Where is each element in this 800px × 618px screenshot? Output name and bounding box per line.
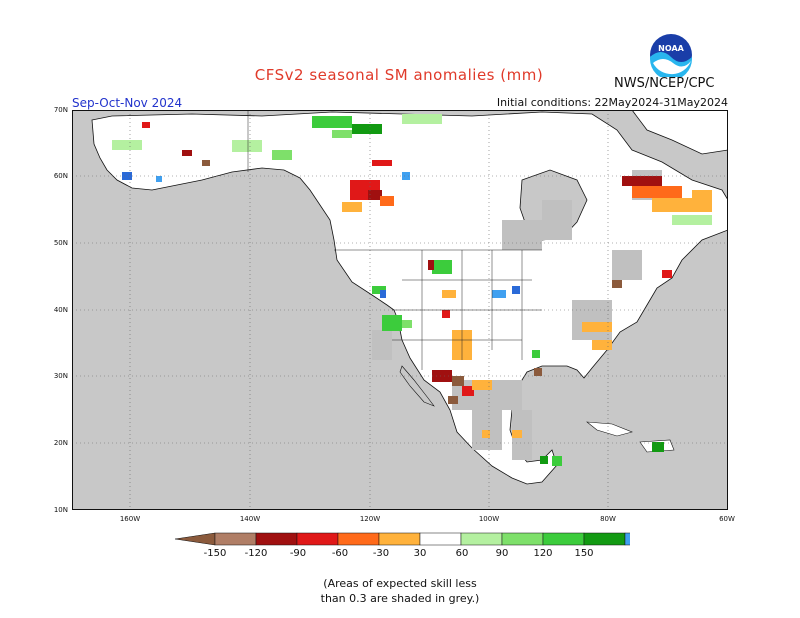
colorbar-swatch	[419, 532, 462, 546]
colorbar-label: 90	[495, 548, 509, 559]
lat-label: 40N	[53, 306, 68, 314]
colorbar-swatch	[296, 532, 339, 546]
season-label: Sep-Oct-Nov 2024	[72, 96, 183, 110]
colorbar-label: 30	[413, 548, 427, 559]
lat-label: 30N	[53, 372, 68, 380]
lat-label: 60N	[53, 172, 68, 180]
colorbar-swatch	[337, 532, 380, 546]
colorbar-label: -150	[203, 548, 227, 559]
colorbar-label: 150	[574, 548, 594, 559]
colorbar-arrow-left	[174, 532, 216, 546]
map-frame	[72, 110, 728, 510]
lon-label: 120W	[359, 515, 381, 523]
noaa-logo-icon: NOAA	[650, 34, 692, 77]
organization-label: NWS/NCEP/CPC	[614, 76, 715, 91]
logo-text: NOAA	[658, 44, 684, 53]
colorbar-label: 120	[533, 548, 553, 559]
anomaly-cells	[112, 114, 712, 466]
anomaly-map	[72, 110, 728, 510]
cuba-land	[586, 421, 633, 437]
colorbar-label: -30	[372, 548, 390, 559]
greenland-land	[631, 110, 728, 155]
colorbar-swatch	[624, 532, 630, 546]
political-borders	[247, 110, 542, 370]
lat-label: 10N	[53, 506, 68, 514]
skill-note-line: than 0.3 are shaded in grey.)	[320, 592, 480, 605]
colorbar-label: 60	[455, 548, 469, 559]
map-title: CFSv2 seasonal SM anomalies (mm)	[254, 66, 544, 84]
lon-label: 160W	[119, 515, 141, 523]
skill-note: (Areas of expected skill less than 0.3 a…	[0, 576, 800, 606]
lon-label: 100W	[478, 515, 500, 523]
lat-label: 70N	[53, 106, 68, 114]
skill-note-line: (Areas of expected skill less	[323, 577, 477, 590]
colorbar-label: -60	[331, 548, 349, 559]
lat-label: 50N	[53, 239, 68, 247]
colorbar-swatch	[378, 532, 421, 546]
colorbar-swatch	[255, 532, 298, 546]
colorbar	[174, 532, 630, 546]
lon-label: 80W	[600, 515, 616, 523]
lat-label: 20N	[53, 439, 68, 447]
lon-label: 140W	[239, 515, 261, 523]
colorbar-swatch	[460, 532, 503, 546]
colorbar-label: -90	[289, 548, 307, 559]
colorbar-swatch	[214, 532, 257, 546]
initial-conditions-label: Initial conditions: 22May2024-31May2024	[496, 96, 728, 109]
colorbar-swatch	[501, 532, 544, 546]
colorbar-swatch	[542, 532, 585, 546]
colorbar-label: -120	[244, 548, 268, 559]
lon-label: 60W	[719, 515, 735, 523]
colorbar-swatch	[583, 532, 626, 546]
